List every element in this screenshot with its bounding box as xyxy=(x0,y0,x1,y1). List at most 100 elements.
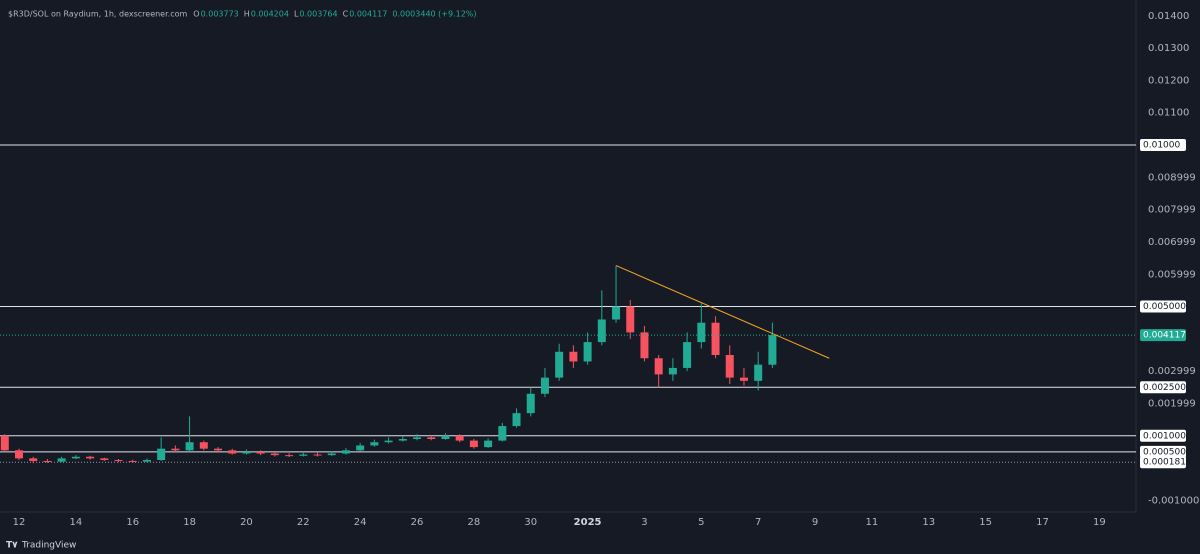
candle-body xyxy=(512,413,521,427)
candle-body xyxy=(114,459,123,461)
y-tick-label: 0.006999 xyxy=(1148,237,1196,248)
x-tick-label: 5 xyxy=(698,517,704,528)
price-label-box xyxy=(1140,139,1186,152)
y-tick-label: 0.01100 xyxy=(1148,108,1189,119)
candle-body xyxy=(71,456,80,459)
candle-body xyxy=(384,440,393,443)
candle-body xyxy=(540,377,549,394)
candle-body xyxy=(86,456,95,459)
candle-body xyxy=(441,435,450,439)
candle-body xyxy=(413,437,422,439)
price-label-box xyxy=(1140,381,1186,394)
y-tick-label: 0.01200 xyxy=(1148,75,1189,86)
trendline xyxy=(615,265,830,359)
price-label-text: 0.01000 xyxy=(1143,141,1180,151)
candle-body xyxy=(313,454,322,456)
brand-logo: T٧ xyxy=(6,541,18,551)
candle-body xyxy=(697,322,706,343)
candle-body xyxy=(398,438,407,441)
ohlc-key: O xyxy=(193,10,199,19)
candle-body xyxy=(569,351,578,362)
ohlc-value: 0.003773 xyxy=(201,10,239,19)
y-tick-label: 0.002999 xyxy=(1148,366,1196,377)
x-tick-label: 3 xyxy=(641,517,647,528)
candle-body xyxy=(768,335,777,365)
x-tick-label: 26 xyxy=(411,517,424,528)
price-label: 0.002500 xyxy=(1140,381,1186,394)
x-tick-label: 22 xyxy=(297,517,310,528)
candle-body xyxy=(341,450,350,454)
price-label-text: 0.001000 xyxy=(1143,431,1186,441)
candle-body xyxy=(57,458,66,462)
candle-body xyxy=(285,455,294,457)
candle-body xyxy=(157,448,166,460)
ohlc-value: 0.003764 xyxy=(299,10,337,19)
candle-body xyxy=(15,450,23,459)
ohlc-key: C xyxy=(343,10,349,19)
candle-body xyxy=(214,448,223,451)
candle-body xyxy=(455,435,464,441)
brand: TradingView xyxy=(21,541,76,551)
candle-body xyxy=(370,442,379,446)
price-label-text: 0.0005000 xyxy=(1143,447,1192,457)
candle-body xyxy=(0,435,9,451)
ohlc-value: 0.004117 xyxy=(349,10,387,19)
price-label-text: 0.002500 xyxy=(1143,383,1186,393)
y-tick-label: 0.005999 xyxy=(1148,269,1196,280)
x-tick-label: 14 xyxy=(69,517,82,528)
price-label-box xyxy=(1140,329,1186,342)
candle-body xyxy=(597,319,606,343)
price-label-text: 0.0001818 xyxy=(1143,458,1192,468)
candle-body xyxy=(640,332,649,359)
candle-body xyxy=(142,459,151,462)
price-label-box xyxy=(1140,300,1186,313)
price-label: 0.0001818 xyxy=(1140,456,1192,469)
candle-body xyxy=(683,342,692,368)
x-tick-label: 24 xyxy=(354,517,367,528)
x-tick-label: 9 xyxy=(812,517,818,528)
y-tick-label: 0.01300 xyxy=(1148,43,1189,54)
candle-body xyxy=(739,377,748,381)
candle-body xyxy=(711,322,720,356)
ohlc-key: L xyxy=(294,10,299,19)
candle-body xyxy=(725,355,734,378)
y-tick-label: -0.001000 xyxy=(1148,495,1199,506)
price-label-box xyxy=(1140,429,1186,442)
candle-body xyxy=(654,358,663,375)
price-label: 0.004117 xyxy=(1140,329,1186,342)
x-tick-label: 20 xyxy=(240,517,253,528)
candle-body xyxy=(299,454,308,456)
price-label-text: 0.005000 xyxy=(1143,302,1186,312)
price-label-box xyxy=(1140,456,1186,469)
x-tick-label: 19 xyxy=(1093,517,1106,528)
price-label-box xyxy=(1140,445,1186,458)
candle-body xyxy=(356,445,365,451)
price-label: 0.0005000 xyxy=(1140,445,1192,458)
candle-body xyxy=(668,367,677,375)
candle-body xyxy=(555,351,564,378)
x-tick-label: 11 xyxy=(866,517,879,528)
x-tick-label: 7 xyxy=(755,517,761,528)
price-label: 0.005000 xyxy=(1140,300,1186,313)
candle-body xyxy=(626,306,635,333)
x-tick-label: 13 xyxy=(922,517,935,528)
x-tick-label: 15 xyxy=(979,517,992,528)
candle-body xyxy=(199,442,208,449)
y-tick-label: 0.01400 xyxy=(1148,11,1189,22)
candle-body xyxy=(228,450,237,454)
candle-body xyxy=(484,440,493,448)
ohlc-value: 0.004204 xyxy=(251,10,289,19)
candle-body xyxy=(171,448,180,451)
candle-body xyxy=(185,442,194,451)
x-tick-label: 16 xyxy=(126,517,139,528)
price-label-text: 0.004117 xyxy=(1143,331,1186,341)
candle-body xyxy=(256,451,265,454)
candle-body xyxy=(498,426,507,441)
y-tick-label: 0.007999 xyxy=(1148,205,1196,216)
x-tick-label: 2025 xyxy=(574,517,602,528)
price-label: 0.001000 xyxy=(1140,429,1186,442)
candle-body xyxy=(128,460,137,462)
ohlc-key: H xyxy=(244,10,250,19)
x-tick-label: 12 xyxy=(13,517,26,528)
